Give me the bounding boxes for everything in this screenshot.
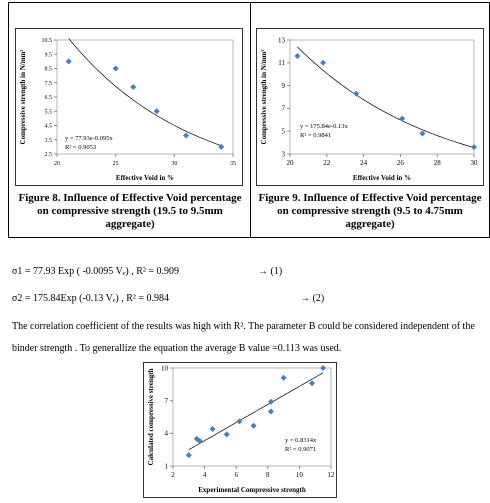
y-tick-label: 7.5 [45, 81, 53, 87]
y-tick-label: 2.5 [45, 152, 53, 158]
data-point [218, 143, 225, 150]
trendline [68, 38, 222, 147]
y-tick-label: 4 [165, 430, 169, 438]
y-tick-label: 7 [282, 105, 286, 113]
trendline-equation: y = 175.84e-0.13x [300, 123, 348, 130]
data-point [130, 84, 137, 91]
data-point [236, 418, 243, 425]
y-tick-label: 10.5 [42, 38, 53, 44]
data-point [309, 380, 316, 387]
equation: σ1 = 77.93 Exp ( -0.0095 Vₑ) , R² = 0.90… [12, 266, 180, 277]
x-tick-label: 4 [203, 471, 207, 479]
x-tick-label: 30 [171, 161, 177, 167]
x-tick-label: 25 [113, 161, 119, 167]
plot-area [289, 39, 475, 155]
y-tick-label: 9 [282, 82, 286, 90]
trendline-r2: R² = 0.9841 [300, 132, 331, 139]
x-tick-label: 28 [434, 159, 442, 167]
y-tick-label: 10 [161, 364, 169, 372]
equation: σ2 = 175.84Exp (-0.13 Vₑ) , R² = 0.984 [12, 293, 170, 304]
y-axis-label: Compressive strength in N/mm² [260, 50, 268, 145]
data-point [320, 365, 327, 371]
trendline [188, 372, 324, 451]
y-tick-label: 3 [282, 150, 286, 158]
x-tick-label: 24 [360, 159, 368, 167]
x-axis-label: Effective Void in % [116, 174, 174, 182]
y-tick-label: 11 [278, 59, 285, 67]
figure-cell [8, 2, 251, 238]
x-tick-label: 6 [234, 471, 238, 479]
x-tick-label: 20 [287, 159, 295, 167]
data-point [196, 437, 203, 444]
trendline-r2: R² = 0.9053 [65, 144, 96, 151]
data-point [353, 90, 360, 97]
data-point [280, 374, 287, 381]
chart: 3 5 7 9 11 13 20 22 24 26 28 30 Effective Void in % C… [256, 28, 484, 186]
data-point [183, 132, 190, 139]
y-tick-label: 5.5 [45, 109, 53, 115]
data-point [267, 408, 274, 415]
y-tick-label: 6.5 [45, 95, 53, 101]
x-tick-label: 2 [171, 471, 175, 479]
data-point [153, 108, 160, 115]
chart-frame [143, 362, 337, 498]
x-axis-label: Experimental Compressive strength [198, 486, 306, 494]
y-axis-label: Calculated compressive strength [147, 368, 155, 465]
figure-caption: Figure 8. Influence of Effective Void pe… [18, 192, 242, 230]
data-point [250, 422, 257, 429]
data-point [65, 58, 72, 65]
x-tick-label: 12 [328, 471, 336, 479]
x-tick-label: 30 [471, 159, 479, 167]
x-tick-label: 35 [230, 161, 236, 167]
y-tick-label: 13 [278, 36, 286, 44]
y-tick-label: 1 [165, 462, 169, 470]
trendline-equation: y = 77.93e-0.095x [65, 135, 113, 142]
x-tick-label: 10 [296, 471, 304, 479]
trendline-equation: y = 0.8314x [285, 437, 317, 444]
y-tick-label: 5 [282, 128, 286, 136]
data-point [294, 52, 301, 59]
y-axis-label: Compressive strength in N/mm² [19, 50, 27, 145]
chart: 1 4 7 10 2 4 6 8 10 12 Experimental Compressive st… [143, 362, 337, 498]
trendline-r2: R² = 0.9071 [285, 446, 316, 453]
x-tick-label: 22 [323, 159, 331, 167]
data-point [185, 452, 192, 459]
y-tick-label: 4.5 [45, 124, 53, 130]
x-tick-label: 26 [397, 159, 405, 167]
y-tick-label: 3.5 [45, 138, 53, 144]
x-axis-label: Effective Void in % [353, 174, 411, 182]
y-tick-label: 9.5 [45, 52, 53, 58]
data-point [471, 144, 477, 151]
chart-frame [256, 28, 484, 186]
paragraph: The correlation coefficient of the resul… [12, 321, 475, 354]
chart: 2.5 3.5 4.5 5.5 6.5 7.5 8.5 9.5 10.5 20 25 30 35 Effe… [15, 28, 243, 186]
plot-area [172, 367, 332, 467]
data-point [419, 130, 426, 137]
equation-number: → (1) [258, 266, 283, 277]
trendline [297, 46, 475, 148]
data-point [320, 59, 327, 66]
equation-number: → (2) [300, 293, 325, 304]
data-point [112, 65, 119, 72]
y-tick-label: 7 [165, 397, 169, 405]
data-point [399, 115, 406, 122]
x-tick-label: 8 [266, 471, 270, 479]
data-point [209, 425, 216, 432]
y-tick-label: 8.5 [45, 67, 53, 73]
data-point [223, 431, 230, 438]
figure-caption: Figure 9. Influence of Effective Void pe… [258, 192, 482, 230]
x-tick-label: 20 [54, 161, 60, 167]
chart-frame [15, 28, 243, 186]
